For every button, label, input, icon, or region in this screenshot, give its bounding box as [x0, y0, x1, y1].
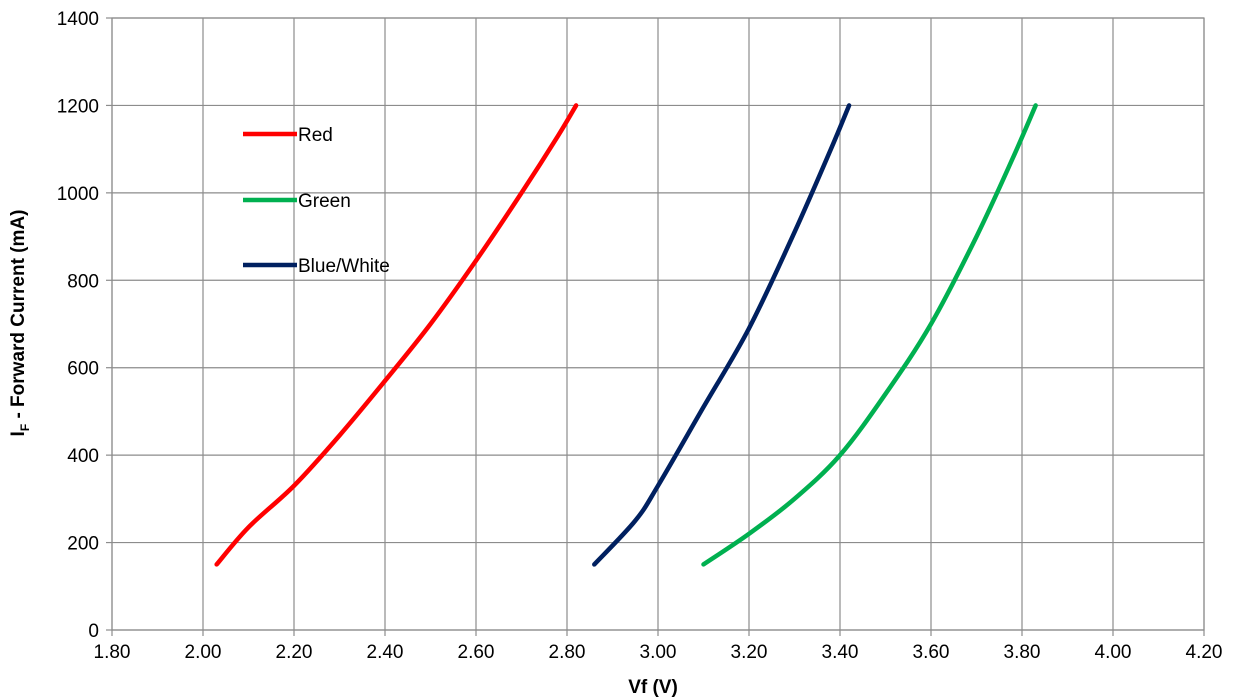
x-tick-label: 3.80 [1004, 642, 1041, 663]
legend-label: Green [298, 191, 351, 212]
series-blue-white-line [592, 103, 852, 567]
legend-label: Red [298, 125, 333, 146]
y-axis-title: IF - Forward Current (mA) [8, 210, 32, 437]
y-tick-label: 600 [67, 359, 99, 380]
y-tick-label: 1200 [57, 96, 99, 117]
x-tick-label: 2.00 [185, 642, 222, 663]
x-axis-tick-labels: 1.80 2.00 2.20 2.40 2.60 2.80 3.00 3.20 3.40 3.60… [94, 642, 1223, 663]
y-tick-label: 800 [67, 271, 99, 292]
grid [106, 17, 1205, 636]
y-axis-title-subscript: F [18, 424, 32, 431]
y-axis-tick-labels: 0 200 400 600 800 1000 1200 1400 [57, 9, 99, 642]
x-tick-label: 2.20 [276, 642, 313, 663]
x-tick-label: 2.40 [367, 642, 404, 663]
legend-label: Blue/White [298, 256, 390, 277]
x-tick-label: 3.20 [731, 642, 768, 663]
y-axis-title-main: I [8, 431, 29, 436]
x-tick-label: 2.60 [458, 642, 495, 663]
series-red-line [214, 103, 579, 567]
x-tick-label: 3.60 [913, 642, 950, 663]
data-series [214, 103, 1038, 567]
y-tick-label: 200 [67, 534, 99, 555]
legend: Red Green Blue/White [243, 125, 390, 277]
x-tick-label: 4.00 [1095, 642, 1132, 663]
y-tick-label: 400 [67, 446, 99, 467]
x-tick-label: 1.80 [94, 642, 131, 663]
x-tick-label: 3.40 [822, 642, 859, 663]
y-tick-label: 0 [88, 621, 99, 642]
series-green-line [701, 103, 1038, 567]
y-tick-label: 1400 [57, 9, 99, 30]
x-tick-label: 2.80 [549, 642, 586, 663]
x-tick-label: 3.00 [640, 642, 677, 663]
x-axis-title: Vf (V) [628, 677, 678, 698]
plot-area-border [111, 17, 1205, 631]
y-tick-label: 1000 [57, 184, 99, 205]
x-tick-label: 4.20 [1186, 642, 1223, 663]
y-axis-title-rest: - Forward Current (mA) [8, 210, 29, 424]
